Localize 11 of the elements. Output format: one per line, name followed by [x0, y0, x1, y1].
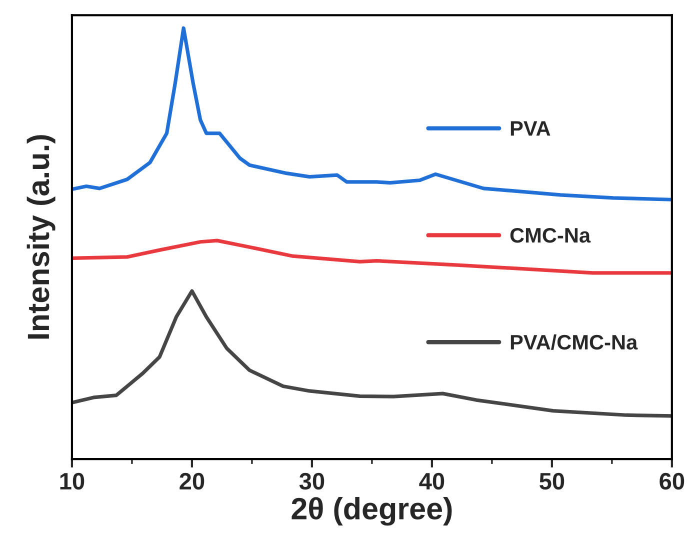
legend-label: PVA/CMC-Na — [510, 334, 638, 350]
x-axis-title: 2θ (degree) — [292, 497, 452, 526]
x-tick-label: 20 — [180, 472, 204, 490]
legend-label: PVA — [510, 121, 550, 136]
legend-label: CMC-Na — [510, 228, 591, 243]
x-tick-label: 30 — [299, 472, 324, 490]
y-axis-title: Intensity (a.u.) — [26, 135, 56, 339]
x-tick-label: 10 — [60, 472, 84, 490]
x-tick-label: 40 — [419, 472, 444, 490]
x-tick-label: 50 — [540, 472, 564, 490]
x-tick-label: 60 — [660, 472, 684, 490]
